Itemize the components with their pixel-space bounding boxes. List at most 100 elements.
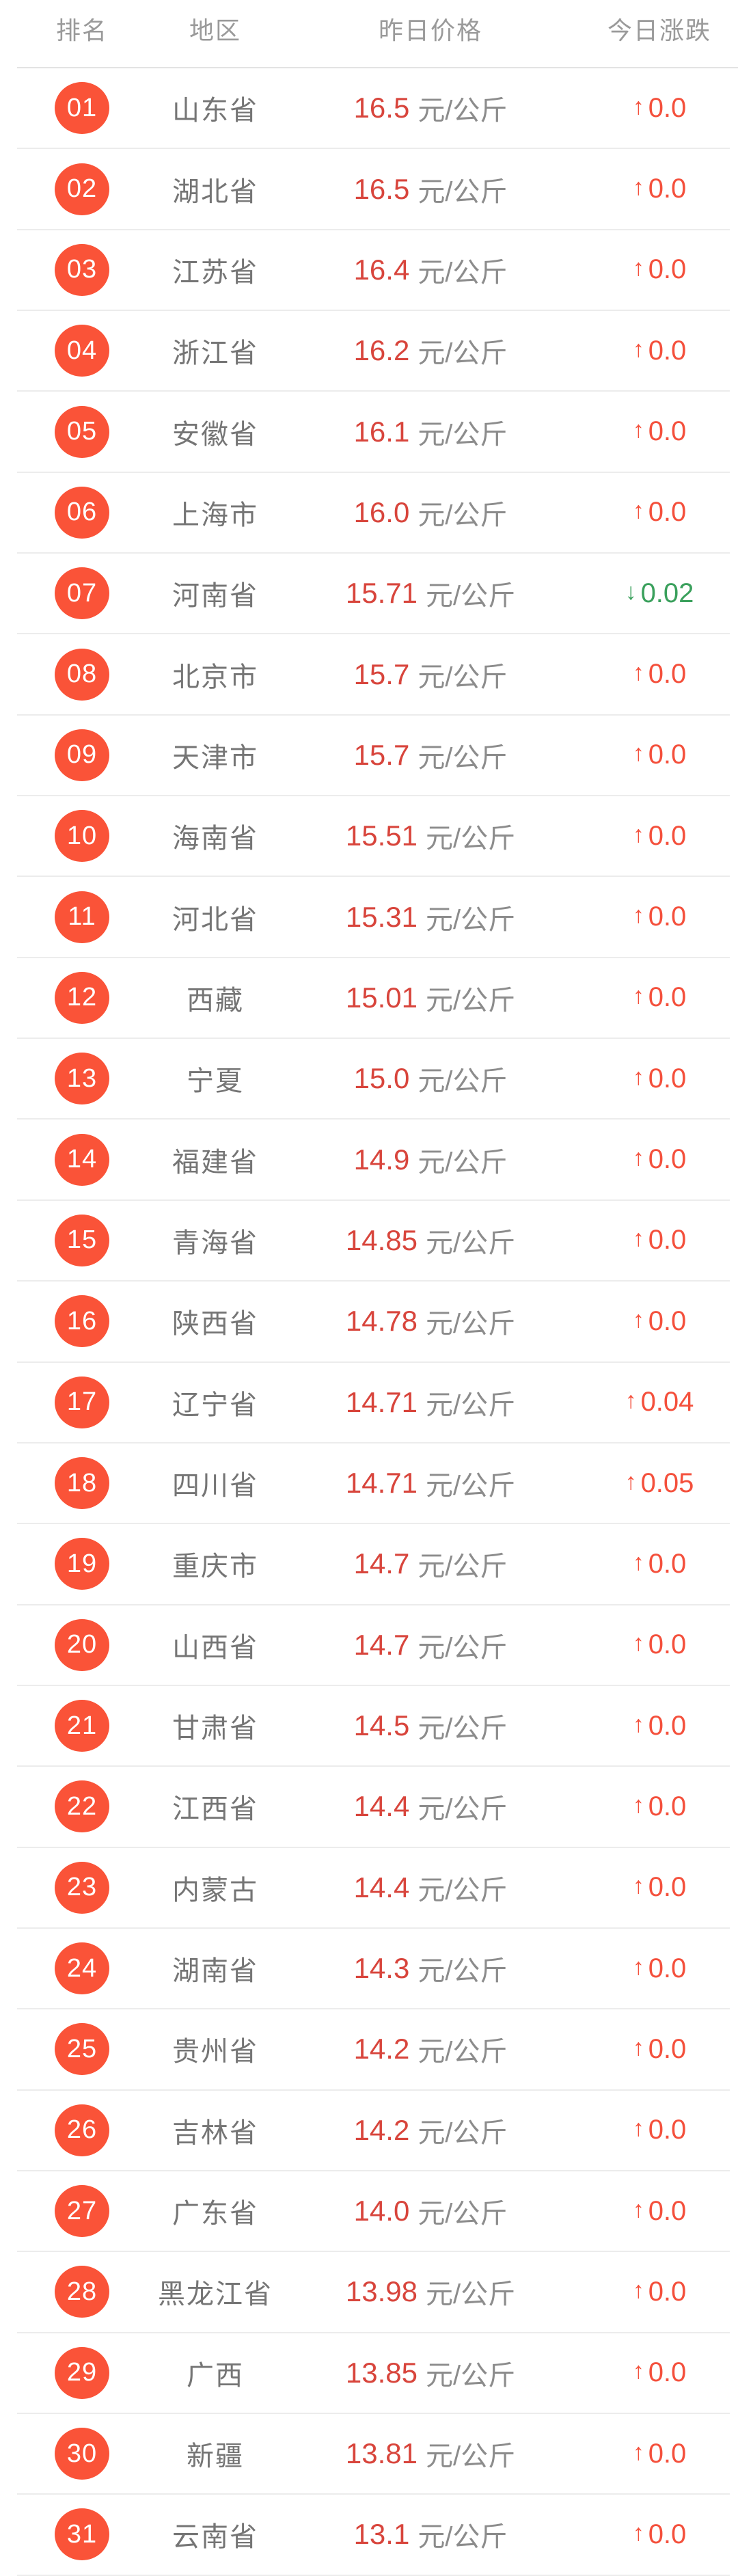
change-cell: ↑ 0.0 <box>577 2034 738 2065</box>
change-value: 0.0 <box>648 1548 687 1579</box>
table-row[interactable]: 12 西藏 15.01 元/公斤 ↑ 0.0 <box>17 958 730 1040</box>
rank-badge: 15 <box>55 1214 109 1266</box>
change-value: 0.0 <box>648 2519 687 2549</box>
table-row[interactable]: 07 河南省 15.71 元/公斤 ↓ 0.02 <box>17 554 730 635</box>
price-unit: 元/公斤 <box>418 1875 508 1906</box>
down-arrow-icon: ↓ <box>625 578 637 605</box>
price-value: 14.9 <box>353 1143 410 1176</box>
region-label: 内蒙古 <box>172 1875 258 1906</box>
change-cell: ↑ 0.0 <box>577 2519 738 2550</box>
change-value: 0.0 <box>648 2438 687 2469</box>
change-cell: ↑ 0.0 <box>577 2115 738 2145</box>
table-row[interactable]: 02 湖北省 16.5 元/公斤 ↑ 0.0 <box>17 149 730 230</box>
table-row[interactable]: 19 重庆市 14.7 元/公斤 ↑ 0.0 <box>17 1524 730 1605</box>
rank-badge: 27 <box>55 2185 109 2238</box>
table-row[interactable]: 30 新疆 13.81 元/公斤 ↑ 0.0 <box>17 2414 730 2495</box>
price-unit: 元/公斤 <box>418 1794 508 1825</box>
price-cell: 14.5 元/公斤 <box>284 1706 577 1746</box>
ranking-table-header: 排名 地区 昨日价格 今日涨跌 <box>17 0 738 68</box>
region-label: 北京市 <box>172 662 258 692</box>
price-unit: 元/公斤 <box>425 824 516 854</box>
change-value: 0.0 <box>648 497 687 528</box>
change-cell: ↑ 0.0 <box>577 821 738 852</box>
price-cell: 14.78 元/公斤 <box>284 1301 577 1341</box>
up-arrow-icon: ↑ <box>632 2196 644 2223</box>
table-row[interactable]: 26 吉林省 14.2 元/公斤 ↑ 0.0 <box>17 2091 730 2171</box>
up-arrow-icon: ↑ <box>632 498 644 524</box>
price-unit: 元/公斤 <box>425 1309 516 1340</box>
region-label: 湖北省 <box>172 176 258 207</box>
price-cell: 16.1 元/公斤 <box>284 412 577 452</box>
table-row[interactable]: 28 黑龙江省 13.98 元/公斤 ↑ 0.0 <box>17 2252 730 2333</box>
table-row[interactable]: 25 贵州省 14.2 元/公斤 ↑ 0.0 <box>17 2009 730 2091</box>
price-unit: 元/公斤 <box>418 2522 508 2553</box>
change-value: 0.0 <box>648 740 687 770</box>
change-value: 0.0 <box>648 416 687 447</box>
region-label: 河北省 <box>172 904 258 935</box>
up-arrow-icon: ↑ <box>632 2358 644 2385</box>
table-row[interactable]: 10 海南省 15.51 元/公斤 ↑ 0.0 <box>17 796 730 878</box>
table-row[interactable]: 06 上海市 16.0 元/公斤 ↑ 0.0 <box>17 473 730 554</box>
price-unit: 元/公斤 <box>418 662 508 692</box>
table-row[interactable]: 11 河北省 15.31 元/公斤 ↑ 0.0 <box>17 877 730 958</box>
price-unit: 元/公斤 <box>418 500 508 530</box>
price-unit: 元/公斤 <box>418 419 508 450</box>
price-unit: 元/公斤 <box>418 1713 508 1744</box>
table-row[interactable]: 14 福建省 14.9 元/公斤 ↑ 0.0 <box>17 1120 730 1201</box>
change-cell: ↑ 0.0 <box>577 336 738 366</box>
price-unit: 元/公斤 <box>425 2360 516 2391</box>
region-label: 浙江省 <box>172 338 258 369</box>
up-arrow-icon: ↑ <box>625 1468 637 1495</box>
up-arrow-icon: ↑ <box>632 93 644 120</box>
price-value: 14.2 <box>353 2033 410 2065</box>
table-row[interactable]: 17 辽宁省 14.71 元/公斤 ↑ 0.04 <box>17 1363 730 1443</box>
price-unit: 元/公斤 <box>425 904 516 935</box>
price-unit: 元/公斤 <box>418 257 508 288</box>
table-row[interactable]: 31 云南省 13.1 元/公斤 ↑ 0.0 <box>17 2495 730 2576</box>
price-value: 15.7 <box>353 738 410 771</box>
table-row[interactable]: 01 山东省 16.5 元/公斤 ↑ 0.0 <box>17 68 730 150</box>
table-row[interactable]: 13 宁夏 15.0 元/公斤 ↑ 0.0 <box>17 1039 730 1120</box>
price-unit: 元/公斤 <box>425 2279 516 2310</box>
table-row[interactable]: 24 湖南省 14.3 元/公斤 ↑ 0.0 <box>17 1929 730 2010</box>
region-label: 新疆 <box>187 2441 244 2472</box>
rank-badge: 07 <box>55 567 109 620</box>
change-cell: ↑ 0.0 <box>577 416 738 447</box>
price-value: 14.0 <box>353 2195 410 2227</box>
table-row[interactable]: 15 青海省 14.85 元/公斤 ↑ 0.0 <box>17 1201 730 1282</box>
price-cell: 15.51 元/公斤 <box>284 816 577 856</box>
region-label: 广西 <box>187 2360 244 2391</box>
price-cell: 15.71 元/公斤 <box>284 573 577 613</box>
region-label: 黑龙江省 <box>158 2279 273 2310</box>
change-cell: ↑ 0.0 <box>577 2439 738 2469</box>
up-arrow-icon: ↑ <box>625 1387 637 1414</box>
change-cell: ↑ 0.0 <box>577 1063 738 1094</box>
price-unit: 元/公斤 <box>418 1632 508 1663</box>
up-arrow-icon: ↑ <box>632 1791 644 1818</box>
table-row[interactable]: 09 天津市 15.7 元/公斤 ↑ 0.0 <box>17 716 730 797</box>
table-row[interactable]: 08 北京市 15.7 元/公斤 ↑ 0.0 <box>17 634 730 716</box>
region-label: 广东省 <box>172 2199 258 2229</box>
table-row[interactable]: 29 广西 13.85 元/公斤 ↑ 0.0 <box>17 2333 730 2414</box>
table-row[interactable]: 23 内蒙古 14.4 元/公斤 ↑ 0.0 <box>17 1848 730 1929</box>
region-label: 海南省 <box>172 824 258 854</box>
up-arrow-icon: ↑ <box>632 2519 644 2546</box>
region-label: 天津市 <box>172 742 258 773</box>
region-label: 陕西省 <box>172 1309 258 1340</box>
table-row[interactable]: 18 四川省 14.71 元/公斤 ↑ 0.05 <box>17 1443 730 1525</box>
up-arrow-icon: ↑ <box>632 1306 644 1333</box>
region-label: 辽宁省 <box>172 1389 258 1420</box>
table-row[interactable]: 22 江西省 14.4 元/公斤 ↑ 0.0 <box>17 1767 730 1848</box>
table-row[interactable]: 16 陕西省 14.78 元/公斤 ↑ 0.0 <box>17 1282 730 1363</box>
change-cell: ↑ 0.0 <box>577 1791 738 1822</box>
table-row[interactable]: 20 山西省 14.7 元/公斤 ↑ 0.0 <box>17 1605 730 1686</box>
price-cell: 15.7 元/公斤 <box>284 735 577 775</box>
rank-badge: 09 <box>55 729 109 781</box>
price-cell: 14.2 元/公斤 <box>284 2111 577 2150</box>
table-row[interactable]: 27 广东省 14.0 元/公斤 ↑ 0.0 <box>17 2171 730 2253</box>
price-value: 13.1 <box>353 2518 410 2551</box>
table-row[interactable]: 05 安徽省 16.1 元/公斤 ↑ 0.0 <box>17 392 730 473</box>
table-row[interactable]: 03 江苏省 16.4 元/公斤 ↑ 0.0 <box>17 230 730 312</box>
table-row[interactable]: 21 甘肃省 14.5 元/公斤 ↑ 0.0 <box>17 1686 730 1767</box>
table-row[interactable]: 04 浙江省 16.2 元/公斤 ↑ 0.0 <box>17 311 730 392</box>
